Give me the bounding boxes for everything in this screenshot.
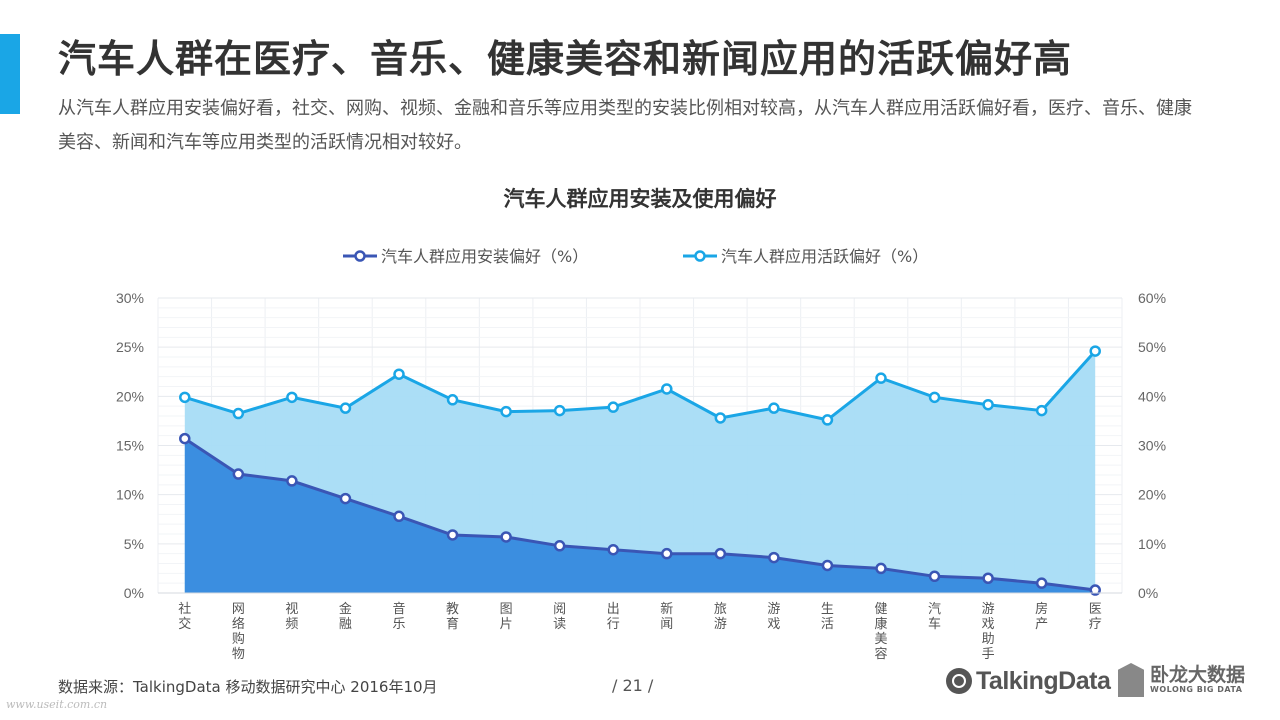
data-point-install bbox=[179, 432, 191, 445]
y-right-tick-label: 50% bbox=[1138, 339, 1166, 355]
legend-swatch-marker bbox=[694, 250, 706, 262]
chart-title: 汽车人群应用安装及使用偏好 bbox=[503, 187, 777, 211]
x-tick-label: 医疗 bbox=[1089, 602, 1102, 632]
data-point-install bbox=[339, 492, 352, 505]
data-point-install bbox=[714, 547, 727, 560]
talkingdata-logo: TalkingData bbox=[946, 664, 1111, 698]
x-tick-label: 生活 bbox=[821, 602, 834, 632]
series-line-active bbox=[184, 350, 1097, 422]
x-tick-label: 网络购物 bbox=[232, 602, 245, 662]
x-tick-label: 新闻 bbox=[660, 601, 673, 632]
page-number: / 21 / bbox=[612, 676, 654, 695]
y-right-tick-label: 10% bbox=[1138, 536, 1166, 552]
y-right-tick-label: 60% bbox=[1138, 290, 1166, 306]
data-point-install bbox=[553, 540, 566, 552]
page-title: 汽车人群在医疗、音乐、健康美容和新闻应用的活跃偏好高 bbox=[58, 37, 1073, 81]
x-tick-label: 视频 bbox=[285, 602, 298, 632]
y-left-tick-label: 0% bbox=[124, 585, 144, 601]
data-point-active bbox=[928, 391, 941, 404]
data-point-install bbox=[928, 570, 941, 583]
x-tick-label: 游戏 bbox=[767, 602, 780, 632]
data-point-install bbox=[768, 551, 780, 564]
data-point-install bbox=[875, 562, 887, 575]
x-tick-label: 出行 bbox=[607, 602, 620, 632]
data-point-active bbox=[982, 398, 994, 411]
data-point-active bbox=[232, 407, 245, 420]
x-tick-label: 金融 bbox=[339, 601, 352, 632]
data-source-note: 数据来源：TalkingData 移动数据研究中心 2016年10月 bbox=[58, 678, 438, 696]
x-tick-label: 健康美容 bbox=[874, 602, 887, 662]
legend-swatch-marker bbox=[354, 250, 366, 262]
data-point-active bbox=[714, 412, 727, 424]
data-point-active bbox=[500, 405, 512, 418]
y-right-tick-label: 0% bbox=[1138, 585, 1158, 601]
data-point-install bbox=[446, 529, 459, 541]
y-left-tick-label: 5% bbox=[124, 536, 144, 552]
x-tick-label: 教育 bbox=[446, 601, 459, 632]
talkingdata-logo-text: TalkingData bbox=[976, 666, 1111, 695]
y-left-tick-label: 10% bbox=[116, 487, 144, 503]
x-tick-label: 阅读 bbox=[553, 602, 566, 632]
data-point-active bbox=[393, 368, 405, 380]
data-point-active bbox=[661, 383, 673, 395]
x-tick-label: 图片 bbox=[500, 602, 513, 632]
data-point-install bbox=[821, 559, 834, 572]
y-right-tick-label: 40% bbox=[1138, 388, 1166, 404]
data-point-active bbox=[1089, 345, 1101, 357]
x-tick-label: 房产 bbox=[1035, 601, 1048, 632]
title-accent-bar bbox=[0, 34, 20, 114]
series-line-install bbox=[183, 437, 1096, 592]
y-left-tick-label: 25% bbox=[116, 339, 144, 355]
data-point-active bbox=[553, 404, 566, 417]
x-tick-label: 汽车 bbox=[928, 602, 941, 632]
watermark: www.useit.com.cn bbox=[6, 698, 108, 711]
data-point-install bbox=[393, 510, 405, 523]
data-point-install bbox=[607, 543, 619, 556]
data-point-install bbox=[232, 468, 245, 480]
legend-label: 汽车人群应用安装偏好（%） bbox=[381, 247, 588, 266]
talkingdata-logo-icon bbox=[946, 668, 972, 694]
wolong-logo-en: WOLONG BIG DATA bbox=[1150, 684, 1243, 694]
y-left-tick-label: 20% bbox=[116, 388, 144, 404]
data-point-install bbox=[1089, 584, 1101, 596]
data-point-install bbox=[286, 475, 298, 487]
data-point-active bbox=[1035, 404, 1048, 417]
y-left-tick-label: 30% bbox=[116, 290, 144, 306]
page-description: 从汽车人群应用安装偏好看，社交、网购、视频、金融和音乐等应用类型的安装比例相对较… bbox=[58, 98, 1192, 153]
wolong-logo: 卧龙大数据 WOLONG BIG DATA bbox=[1118, 660, 1245, 700]
legend-label: 汽车人群应用活跃偏好（%） bbox=[721, 247, 928, 266]
data-point-install bbox=[1035, 577, 1048, 589]
y-left-tick-label: 15% bbox=[116, 438, 144, 454]
data-point-active bbox=[875, 372, 887, 384]
data-point-active bbox=[768, 402, 780, 414]
x-tick-label: 旅游 bbox=[714, 602, 727, 632]
data-point-active bbox=[179, 391, 191, 404]
series-area-install bbox=[184, 438, 1096, 593]
data-point-active bbox=[339, 402, 352, 414]
wolong-logo-cn: 卧龙大数据 bbox=[1150, 663, 1246, 686]
x-tick-label: 社交 bbox=[178, 601, 191, 632]
data-point-active bbox=[607, 401, 619, 413]
data-point-active bbox=[286, 391, 298, 404]
data-point-active bbox=[821, 414, 834, 426]
data-point-install bbox=[982, 572, 994, 584]
data-point-install bbox=[661, 547, 673, 560]
data-point-install bbox=[500, 531, 512, 543]
y-right-tick-label: 20% bbox=[1138, 487, 1166, 503]
x-tick-label: 游戏助手 bbox=[982, 602, 995, 662]
y-right-tick-label: 30% bbox=[1138, 438, 1166, 454]
x-tick-label: 音乐 bbox=[392, 601, 405, 632]
data-point-active bbox=[446, 394, 459, 406]
wolong-logo-icon bbox=[1118, 663, 1144, 697]
